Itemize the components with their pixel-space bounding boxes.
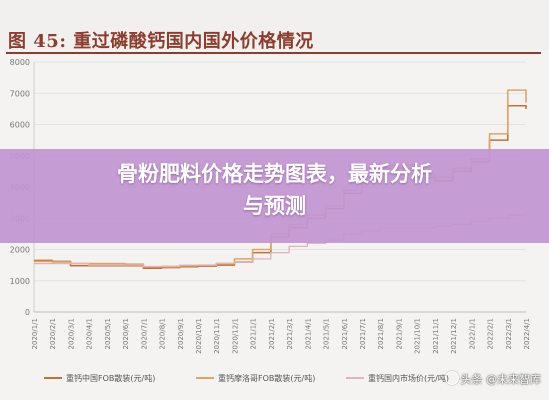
legend-label-3: 重钙国内市场价(元/吨): [368, 373, 449, 383]
y-tick-label: 2000: [10, 246, 30, 255]
x-tick-label: 2020/10/1: [195, 318, 203, 354]
x-tick-label: 2022/4/1: [523, 318, 531, 349]
y-tick-label: 8000: [10, 58, 30, 67]
banner-title: 骨粉肥料价格走势图表，最新分析 与预测: [0, 158, 549, 222]
x-tick-label: 2020/9/1: [177, 318, 185, 349]
x-tick-label: 2021/8/1: [377, 318, 385, 349]
legend-label-1: 重钙中国FOB散装(元/吨): [66, 373, 155, 383]
legend-label-2: 重钙摩洛哥FOB散装(元/吨): [218, 373, 315, 383]
x-tick-label: 2020/3/1: [67, 318, 75, 349]
x-tick-label: 2021/1/1: [250, 318, 258, 349]
x-tick-label: 2022/1/1: [468, 318, 476, 349]
legend: 重钙中国FOB散装(元/吨) 重钙摩洛哥FOB散装(元/吨) 重钙国内市场价(元/吨…: [44, 373, 449, 383]
watermark: 头条 @未来智库: [444, 371, 542, 387]
y-tick-label: 1000: [10, 277, 30, 286]
x-tick-label: 2021/11/1: [432, 318, 440, 354]
x-tick-label: 2021/4/1: [304, 318, 312, 349]
watermark-text: 头条 @未来智库: [460, 373, 542, 386]
y-tick-label: 7000: [10, 89, 30, 98]
x-tick-label: 2021/6/1: [341, 318, 349, 349]
x-tick-label: 2020/11/1: [213, 318, 221, 354]
camera-icon: [444, 371, 459, 385]
x-tick-label: 2022/3/1: [505, 318, 513, 349]
x-tick-label: 2020/5/1: [104, 318, 112, 349]
x-tick-label: 2021/2/1: [268, 318, 276, 349]
figure-title: 图 45: 重过磷酸钙国内国外价格情况: [8, 31, 314, 52]
x-tick-label: 2021/10/1: [414, 318, 422, 354]
x-tick-label: 2020/12/1: [231, 318, 239, 354]
x-tick-label: 2021/5/1: [323, 318, 331, 349]
y-tick-label: 0: [25, 308, 30, 317]
header-strip: [0, 0, 549, 50]
x-tick-label: 2020/4/1: [86, 318, 94, 349]
y-tick-label: 6000: [10, 121, 30, 130]
x-tick-label: 2020/7/1: [140, 318, 148, 349]
x-tick-labels: 2020/1/1 2020/2/1 2020/3/1 2020/4/1 2020/5/1…: [31, 318, 531, 354]
overlay-banner: [0, 149, 549, 243]
x-tick-label: 2020/8/1: [159, 318, 167, 349]
x-tick-label: 2021/9/1: [395, 318, 403, 349]
x-tick-label: 2021/7/1: [359, 318, 367, 349]
x-tick-label: 2021/12/1: [450, 318, 458, 354]
banner-line-2: 与预测: [243, 194, 306, 218]
title-rule: [6, 52, 541, 54]
x-tick-label: 2021/3/1: [286, 318, 294, 349]
x-tick-label: 2020/6/1: [122, 318, 130, 349]
banner-line-1: 骨粉肥料价格走势图表，最新分析: [117, 162, 432, 186]
x-tick-label: 2022/2/1: [487, 318, 495, 349]
x-tick-label: 2020/1/1: [31, 318, 39, 349]
x-tick-label: 2020/2/1: [49, 318, 57, 349]
